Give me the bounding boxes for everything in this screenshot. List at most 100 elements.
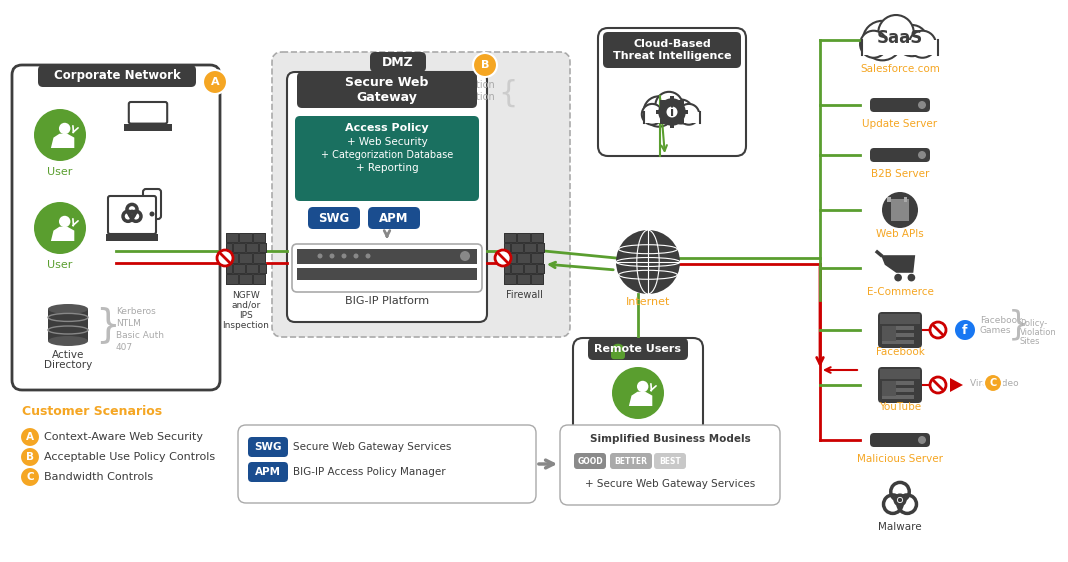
- Bar: [246, 243, 258, 252]
- Bar: [504, 264, 509, 273]
- Bar: [660, 120, 664, 124]
- Circle shape: [203, 70, 227, 94]
- Text: DMZ: DMZ: [382, 56, 414, 69]
- Bar: [124, 128, 172, 131]
- Bar: [891, 199, 909, 221]
- Circle shape: [909, 31, 936, 58]
- Text: Malware Detection: Malware Detection: [404, 80, 494, 90]
- Bar: [226, 243, 232, 252]
- Text: Context-Aware Web Security: Context-Aware Web Security: [44, 432, 203, 442]
- Polygon shape: [629, 392, 653, 406]
- Circle shape: [984, 374, 1002, 392]
- Bar: [504, 274, 516, 283]
- Bar: [253, 274, 265, 283]
- Text: Firewall: Firewall: [505, 290, 543, 300]
- Text: Bandwidth Controls: Bandwidth Controls: [44, 472, 153, 482]
- Text: SWG: SWG: [254, 442, 282, 452]
- Circle shape: [20, 467, 40, 487]
- Circle shape: [644, 96, 674, 126]
- Text: C: C: [27, 472, 34, 482]
- Text: Salesforce.com: Salesforce.com: [860, 64, 940, 74]
- Bar: [531, 253, 543, 262]
- Bar: [253, 253, 265, 262]
- Circle shape: [895, 495, 905, 505]
- Circle shape: [642, 104, 662, 125]
- Bar: [670, 96, 674, 101]
- Bar: [260, 264, 266, 273]
- Circle shape: [909, 31, 936, 58]
- Text: Secure Web
Gateway: Secure Web Gateway: [345, 76, 428, 104]
- Text: Games: Games: [980, 326, 1011, 335]
- Bar: [511, 243, 523, 252]
- Text: Customer Scenarios: Customer Scenarios: [22, 405, 162, 418]
- Text: Facebook: Facebook: [876, 347, 925, 357]
- Bar: [226, 264, 232, 273]
- Circle shape: [20, 447, 40, 467]
- Circle shape: [908, 274, 915, 282]
- Polygon shape: [51, 134, 75, 148]
- Bar: [531, 253, 543, 262]
- FancyBboxPatch shape: [295, 116, 480, 201]
- Bar: [882, 326, 896, 341]
- Bar: [246, 243, 258, 252]
- Bar: [656, 110, 660, 114]
- Circle shape: [669, 99, 693, 124]
- Text: Internet: Internet: [626, 297, 671, 307]
- Bar: [504, 243, 509, 252]
- FancyBboxPatch shape: [560, 425, 780, 505]
- Text: Directory: Directory: [44, 360, 92, 370]
- Text: BETTER: BETTER: [614, 456, 647, 465]
- Circle shape: [896, 25, 928, 56]
- Polygon shape: [881, 255, 915, 273]
- Circle shape: [59, 123, 70, 134]
- FancyBboxPatch shape: [611, 350, 625, 359]
- Bar: [239, 253, 252, 262]
- Bar: [882, 380, 896, 396]
- Bar: [239, 233, 252, 242]
- Bar: [882, 388, 914, 392]
- Text: Sites: Sites: [1020, 337, 1040, 346]
- Bar: [531, 233, 543, 242]
- Circle shape: [658, 98, 686, 126]
- Bar: [862, 40, 938, 55]
- Bar: [239, 274, 252, 283]
- Bar: [246, 264, 258, 273]
- Circle shape: [644, 96, 674, 126]
- FancyBboxPatch shape: [370, 52, 426, 72]
- Bar: [48, 309, 88, 341]
- Bar: [504, 233, 516, 242]
- Bar: [531, 274, 543, 283]
- Circle shape: [34, 202, 87, 254]
- Text: A: A: [26, 432, 34, 442]
- Text: BEST: BEST: [659, 456, 681, 465]
- Circle shape: [494, 250, 511, 266]
- Circle shape: [354, 253, 359, 259]
- Circle shape: [217, 250, 233, 266]
- FancyBboxPatch shape: [248, 462, 288, 482]
- FancyBboxPatch shape: [603, 32, 741, 68]
- Text: APM: APM: [255, 467, 281, 477]
- FancyBboxPatch shape: [588, 338, 688, 360]
- Bar: [537, 243, 544, 252]
- Circle shape: [860, 31, 888, 58]
- Circle shape: [59, 216, 70, 227]
- Circle shape: [918, 101, 926, 109]
- Bar: [517, 274, 530, 283]
- Text: User: User: [47, 167, 73, 177]
- Text: Cloud-Based
Threat Intelligence: Cloud-Based Threat Intelligence: [613, 39, 732, 61]
- Circle shape: [896, 25, 928, 56]
- Circle shape: [878, 15, 914, 51]
- Circle shape: [150, 211, 155, 216]
- Text: E-Commerce: E-Commerce: [866, 287, 933, 297]
- Text: A: A: [210, 77, 219, 87]
- FancyBboxPatch shape: [238, 425, 536, 503]
- Circle shape: [637, 381, 648, 392]
- Circle shape: [930, 377, 946, 393]
- Bar: [684, 110, 688, 114]
- Bar: [644, 111, 700, 123]
- Bar: [880, 369, 920, 379]
- FancyBboxPatch shape: [308, 207, 360, 229]
- Text: Acceptable Use Policy Controls: Acceptable Use Policy Controls: [44, 452, 215, 462]
- Bar: [124, 124, 172, 128]
- Text: + Categorization Database: + Categorization Database: [320, 150, 453, 160]
